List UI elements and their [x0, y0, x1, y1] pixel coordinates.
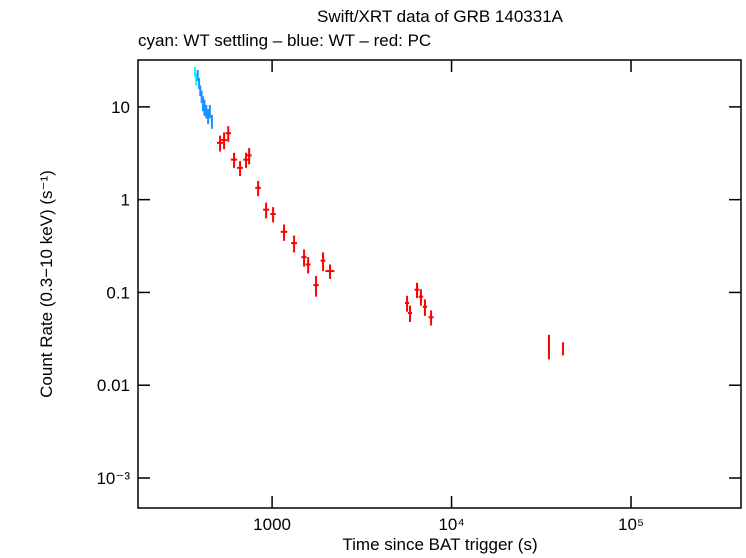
y-tick-label: 1: [121, 191, 130, 210]
x-tick-label: 1000: [253, 515, 291, 534]
x-tick-label: 10⁴: [438, 515, 464, 534]
chart-subtitle: cyan: WT settling – blue: WT – red: PC: [138, 31, 431, 50]
plot-frame: [137, 59, 742, 509]
y-tick-label: 10: [111, 98, 130, 117]
y-tick-label: 10⁻³: [96, 469, 130, 488]
chart-title: Swift/XRT data of GRB 140331A: [317, 7, 564, 26]
y-tick-label: 0.1: [106, 283, 130, 302]
x-tick-label: 10⁵: [618, 515, 644, 534]
y-axis-label: Count Rate (0.3−10 keV) (s⁻¹): [37, 170, 56, 398]
y-tick-label: 0.01: [97, 376, 130, 395]
x-axis-label: Time since BAT trigger (s): [342, 535, 537, 554]
